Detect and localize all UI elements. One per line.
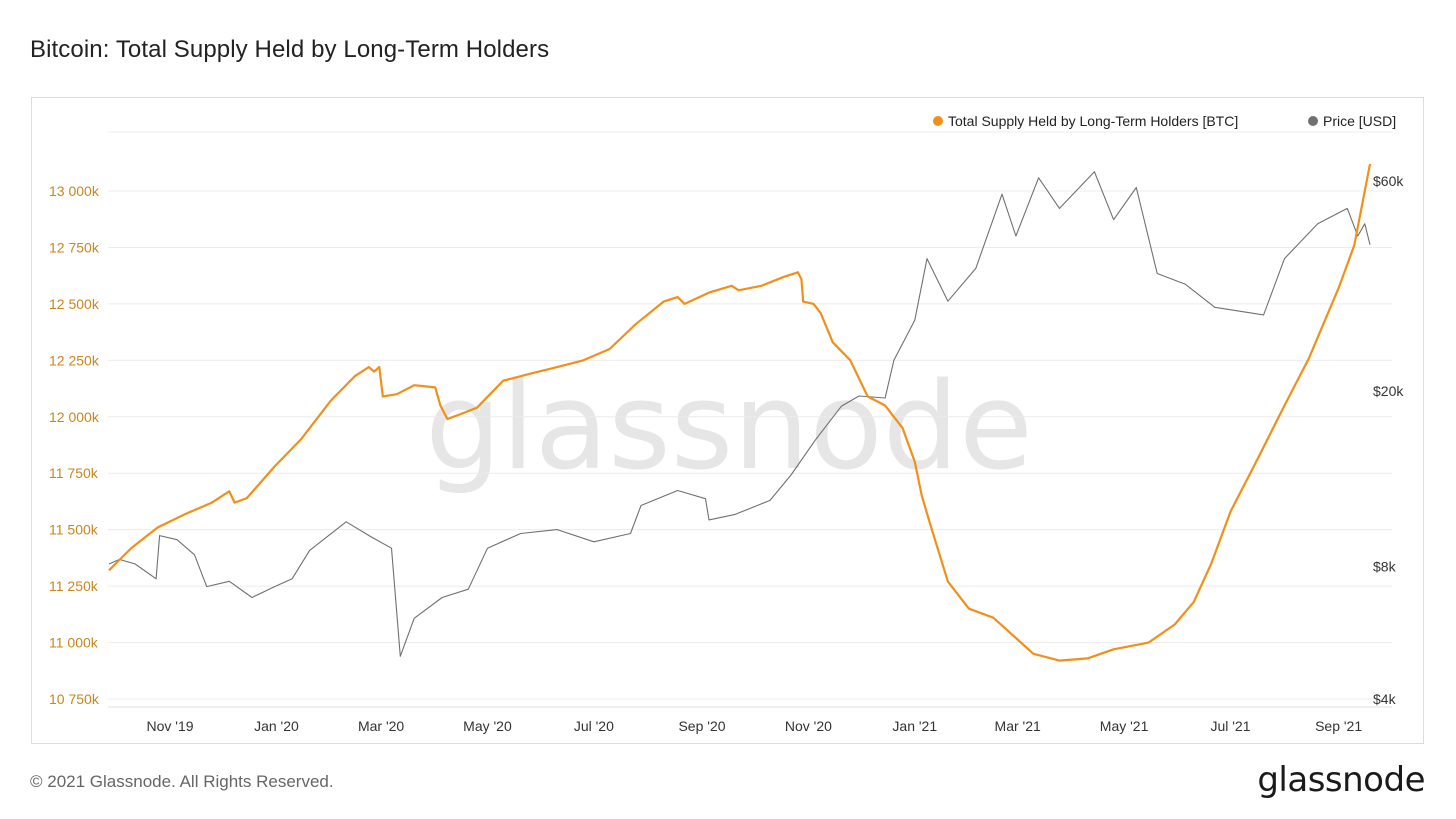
y-left-tick-label: 11 750k [49, 465, 99, 481]
x-tick-label: Nov '20 [785, 718, 832, 734]
x-tick-label: Nov '19 [147, 718, 194, 734]
legend-supply-marker [933, 116, 943, 126]
chart-svg: glassnode 13 000k 12 750k 12 500k 12 250k 12… [49, 113, 1404, 734]
legend-price-marker [1308, 116, 1318, 126]
copyright-text: © 2021 Glassnode. All Rights Reserved. [30, 772, 334, 791]
x-tick-label: Sep '21 [1315, 718, 1362, 734]
y-right-tick-label: $8k [1373, 558, 1397, 574]
price-line [108, 171, 1371, 657]
x-tick-label: May '20 [463, 718, 512, 734]
y-left-tick-label: 12 000k [49, 409, 100, 425]
y-right-tick-label: $60k [1373, 173, 1404, 189]
y-left-tick-label: 12 500k [49, 296, 100, 312]
y-left-tick-label: 12 750k [49, 239, 100, 255]
y-left-tick-label: 10 750k [49, 691, 100, 707]
y-right-tick-label: $20k [1373, 383, 1404, 399]
x-tick-label: Jul '21 [1210, 718, 1250, 734]
x-tick-label: Jan '20 [254, 718, 299, 734]
y-right-tick-label: $4k [1373, 691, 1397, 707]
x-axis: Nov '19 Jan '20 Mar '20 May '20 Jul '20 Sep '… [147, 718, 1363, 734]
y-axis-right: $60k $20k $8k $4k [1373, 173, 1404, 707]
grid [108, 131, 1392, 708]
legend-supply-label[interactable]: Total Supply Held by Long-Term Holders [… [948, 113, 1238, 129]
page-title: Bitcoin: Total Supply Held by Long-Term … [30, 36, 550, 63]
legend[interactable]: Total Supply Held by Long-Term Holders [… [933, 113, 1396, 129]
x-tick-label: May '21 [1100, 718, 1149, 734]
x-tick-label: Sep '20 [678, 718, 725, 734]
y-left-tick-label: 11 500k [49, 522, 99, 538]
series-group [108, 163, 1372, 662]
y-left-tick-label: 12 250k [49, 352, 100, 368]
y-left-tick-label: 13 000k [49, 183, 100, 199]
x-tick-label: Jan '21 [892, 718, 937, 734]
watermark: glassnode [425, 358, 1033, 497]
x-tick-label: Mar '20 [358, 718, 404, 734]
x-tick-label: Jul '20 [574, 718, 614, 734]
supply-line [108, 163, 1372, 662]
glassnode-logo: glassnode [1257, 760, 1425, 800]
legend-price-label[interactable]: Price [USD] [1323, 113, 1396, 129]
y-left-tick-label: 11 000k [49, 635, 99, 651]
x-tick-label: Mar '21 [995, 718, 1041, 734]
chart-frame: glassnode 13 000k 12 750k 12 500k 12 250k 12… [31, 97, 1424, 744]
y-axis-left: 13 000k 12 750k 12 500k 12 250k 12 000k 11 75… [49, 183, 100, 707]
y-left-tick-label: 11 250k [49, 578, 99, 594]
